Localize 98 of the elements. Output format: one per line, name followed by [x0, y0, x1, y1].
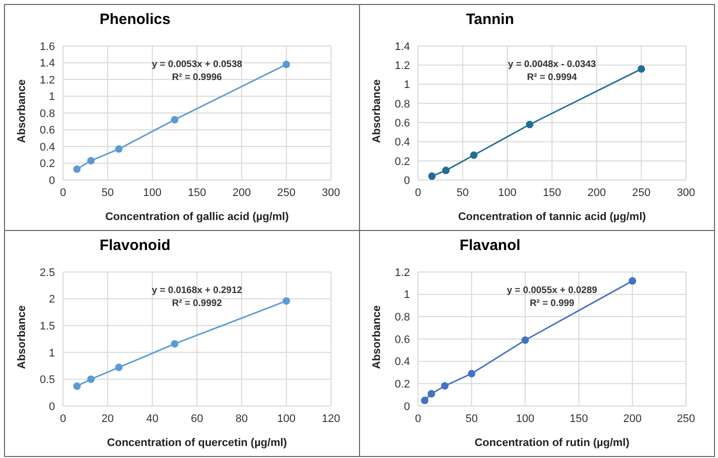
x-tick-label: 300 [322, 186, 340, 199]
y-tick-label: 1.4 [40, 58, 55, 70]
chart-title: Phenolics [98, 11, 172, 28]
x-axis-title: Concentration of quercetin (µg/ml) [107, 437, 288, 449]
x-tick-label: 250 [632, 186, 651, 199]
y-tick-label: 1.6 [40, 40, 55, 53]
y-tick-label: 0 [404, 400, 410, 413]
point [521, 336, 529, 344]
point [170, 116, 178, 124]
y-axis-title: Absorbance [16, 79, 28, 143]
point [115, 364, 123, 372]
y-axis-title: Absorbance [370, 79, 383, 143]
x-axis-title: Concentration of gallic acid (µg/ml) [105, 211, 290, 223]
y-tick-label: 2.5 [40, 266, 55, 279]
point [282, 60, 290, 68]
x-tick-label: 100 [498, 186, 517, 199]
x-tick-label: 100 [516, 412, 534, 425]
x-tick-label: 0 [414, 186, 422, 199]
point [638, 65, 646, 73]
y-tick-label: 1.2 [394, 266, 410, 279]
point [468, 370, 476, 378]
point [442, 166, 450, 174]
x-tick-label: 0 [60, 186, 66, 199]
point [628, 277, 636, 285]
chart-title: Flavonoid [98, 237, 172, 254]
y-tick-label: 0.2 [394, 156, 410, 168]
annotation: R² = 0.9992 [171, 297, 223, 310]
x-tick-label: 50 [456, 186, 469, 199]
y-tick-label: 2 [48, 294, 55, 306]
y-tick-label: 1 [48, 91, 55, 104]
y-tick-label: 0.2 [40, 158, 55, 170]
y-tick-label: 0 [404, 174, 410, 187]
x-tick-label: 20 [102, 412, 114, 425]
x-tick-label: 0 [414, 412, 422, 425]
x-tick-label: 120 [322, 412, 340, 425]
x-tick-label: 150 [188, 186, 206, 199]
x-tick-label: 60 [190, 412, 204, 425]
point [282, 297, 290, 305]
y-tick-label: 1.2 [394, 60, 410, 72]
point [420, 396, 428, 404]
y-tick-label: 0.6 [40, 124, 55, 137]
point [73, 382, 81, 390]
x-axis-title: Concentration of tannic acid (µg/ml) [458, 211, 646, 223]
annotation: R² = 0.9996 [171, 71, 223, 84]
chart-title: Flavanol [458, 237, 522, 254]
x-tick-label: 300 [676, 186, 696, 199]
point [170, 340, 178, 348]
y-tick-label: 0 [48, 174, 55, 187]
point [87, 156, 95, 164]
y-axis-title: Absorbance [370, 305, 383, 369]
point [428, 390, 436, 398]
y-tick-label: 0.2 [394, 378, 410, 391]
x-tick-label: 250 [676, 412, 696, 425]
point [526, 120, 534, 128]
y-tick-label: 0.6 [394, 117, 410, 130]
point [428, 172, 436, 180]
x-tick-label: 100 [143, 186, 162, 199]
annotation: y = 0.0055x + 0.0289 [506, 284, 598, 297]
chart-title: Tannin [464, 11, 516, 28]
point [470, 151, 478, 159]
y-tick-label: 0.8 [40, 108, 55, 120]
y-tick-label: 1 [48, 347, 55, 360]
x-tick-label: 200 [623, 412, 642, 425]
x-tick-label: 50 [465, 412, 478, 425]
y-tick-label: 0.6 [394, 334, 410, 346]
point [73, 165, 81, 173]
x-tick-label: 100 [277, 412, 296, 425]
annotation: y = 0.0053x + 0.0538 [150, 58, 244, 71]
y-tick-label: 0.4 [394, 356, 410, 368]
y-tick-label: 0.4 [40, 141, 55, 154]
x-tick-label: 200 [232, 186, 251, 199]
y-tick-label: 1.5 [40, 320, 55, 333]
x-tick-label: 0 [60, 412, 66, 425]
y-tick-label: 0 [48, 400, 55, 413]
y-tick-label: 1 [404, 79, 410, 92]
x-axis-title: Concentration of rutin (µg/ml) [474, 437, 630, 449]
annotation: y = 0.0168x + 0.2912 [150, 284, 244, 297]
y-tick-label: 1.4 [394, 40, 410, 53]
x-tick-label: 150 [542, 186, 562, 199]
x-tick-label: 80 [236, 412, 248, 425]
x-tick-label: 200 [587, 186, 606, 199]
y-axis-title: Absorbance [16, 305, 28, 369]
annotation: R² = 0.999 [528, 297, 576, 310]
annotation: y = 0.0048x - 0.0343 [507, 58, 597, 71]
point [87, 375, 95, 383]
annotation: R² = 0.9994 [526, 71, 578, 84]
x-tick-label: 250 [277, 186, 296, 199]
y-tick-label: 1.2 [40, 74, 55, 86]
y-tick-label: 0.8 [394, 98, 410, 110]
x-tick-label: 40 [146, 412, 158, 425]
y-tick-label: 0.8 [394, 312, 410, 324]
y-tick-label: 0.5 [40, 374, 55, 386]
point [441, 382, 449, 390]
y-tick-label: 0.4 [394, 136, 410, 149]
x-tick-label: 150 [570, 412, 588, 425]
point [115, 145, 123, 153]
x-tick-label: 50 [102, 186, 114, 199]
y-tick-label: 1 [404, 289, 410, 302]
